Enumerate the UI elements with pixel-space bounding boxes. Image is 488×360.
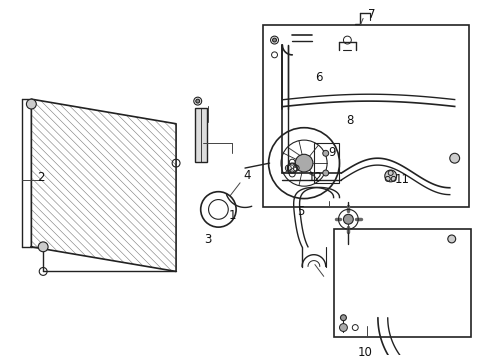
Bar <box>313 143 338 183</box>
Bar <box>333 229 470 337</box>
Circle shape <box>295 154 312 172</box>
Bar <box>262 25 468 207</box>
Circle shape <box>38 242 48 252</box>
Circle shape <box>272 38 276 42</box>
Bar <box>194 108 206 162</box>
Text: 1: 1 <box>228 209 236 222</box>
Circle shape <box>384 170 396 182</box>
Text: 12: 12 <box>307 171 322 184</box>
Circle shape <box>322 150 328 156</box>
Text: 8: 8 <box>346 114 353 127</box>
Text: 2: 2 <box>38 171 45 184</box>
Circle shape <box>340 315 346 321</box>
Text: 4: 4 <box>243 170 250 183</box>
Circle shape <box>343 214 352 224</box>
Circle shape <box>195 99 199 103</box>
Text: 6: 6 <box>314 71 322 84</box>
Circle shape <box>339 324 346 332</box>
Text: 3: 3 <box>203 233 211 247</box>
Text: 7: 7 <box>367 8 375 21</box>
Circle shape <box>26 99 36 109</box>
Text: 5: 5 <box>297 205 304 218</box>
Text: 10: 10 <box>357 346 372 359</box>
Circle shape <box>449 153 459 163</box>
Text: 9: 9 <box>327 146 335 159</box>
Text: 11: 11 <box>394 174 409 186</box>
Circle shape <box>447 235 455 243</box>
Circle shape <box>322 170 328 176</box>
